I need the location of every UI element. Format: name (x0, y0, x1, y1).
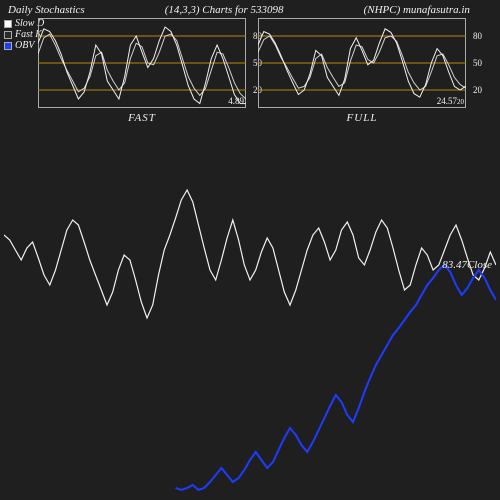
legend-label: OBV (15, 40, 34, 51)
close-value-label: 83.47Close (442, 259, 492, 271)
chart-params: (14,3,3) Charts for 533098 (165, 4, 284, 16)
axis-tick: 50 (473, 58, 482, 68)
full-chart-svg (258, 18, 466, 108)
main-chart-svg (4, 130, 496, 496)
fast-label: FAST (38, 112, 246, 124)
chart-title: Daily Stochastics (8, 4, 85, 16)
legend-swatch (4, 31, 12, 39)
axis-tick: 80 (473, 31, 482, 41)
legend-swatch (4, 20, 12, 28)
chart-last-value: 4.89 (228, 96, 244, 106)
chart-last-value: 24.5720 (437, 96, 464, 106)
full-label: FULL (258, 112, 466, 124)
chart-symbol: (NHPC) munafasutra.in (364, 4, 470, 16)
fast-chart-svg (38, 18, 246, 108)
axis-tick: 20 (473, 85, 482, 95)
fast-chart: FAST 2050804.89 (38, 18, 246, 122)
full-chart: FULL 20508024.5720 (258, 18, 466, 122)
legend-swatch (4, 42, 12, 50)
main-chart: 83.47Close (4, 130, 496, 496)
